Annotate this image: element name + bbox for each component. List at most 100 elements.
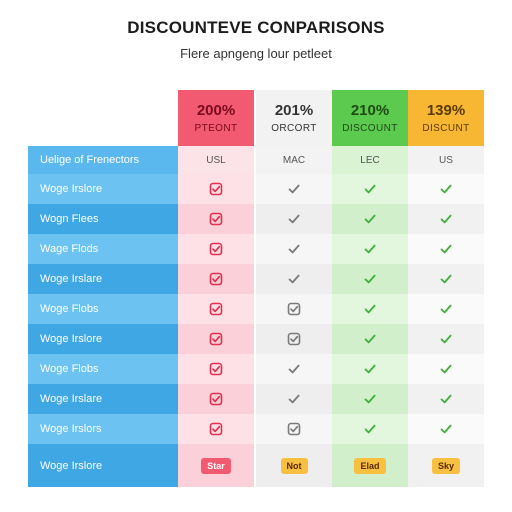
plan-cell — [256, 264, 332, 294]
check-icon — [440, 334, 452, 344]
check-icon — [440, 184, 452, 194]
plan-cell — [178, 294, 254, 324]
plan-cell — [408, 264, 484, 294]
check-icon — [288, 214, 300, 224]
plan-cell: Sky — [408, 444, 484, 487]
plan-subheader: MAC — [256, 146, 332, 174]
feature-header: Uelige of Frenectors — [28, 146, 178, 174]
check-icon — [288, 184, 300, 194]
check-icon — [364, 214, 376, 224]
feature-row-label: Woge Flobs — [28, 354, 178, 384]
plan-cell: Elad — [332, 444, 408, 487]
plan-column: 210% DISCOUNT LEC Elad — [332, 90, 408, 487]
plan-cell — [178, 324, 254, 354]
plan-column: 139% DISCUNT US Sky — [408, 90, 484, 487]
check-icon — [440, 274, 452, 284]
plan-cell — [256, 234, 332, 264]
plan-cell — [256, 354, 332, 384]
plan-header: 210% DISCOUNT — [332, 90, 408, 146]
plan-cell — [332, 174, 408, 204]
plan-label: PTEONT — [194, 123, 238, 134]
check-icon — [288, 394, 300, 404]
feature-row-label: Woge Flobs — [28, 294, 178, 324]
plan-cell — [178, 174, 254, 204]
plan-cell — [408, 294, 484, 324]
plan-cell — [332, 234, 408, 264]
plan-label: DISCOUNT — [342, 123, 398, 134]
checkbox-check-icon — [209, 242, 223, 256]
plan-cell — [332, 264, 408, 294]
plan-cell — [332, 204, 408, 234]
plan-pill[interactable]: Elad — [354, 457, 386, 474]
plan-cell — [408, 324, 484, 354]
feature-row-label: Woge Irslore — [28, 444, 178, 487]
check-icon — [364, 274, 376, 284]
check-icon — [440, 214, 452, 224]
plan-cell: Not — [256, 444, 332, 487]
plan-cell — [256, 204, 332, 234]
checkbox-check-icon — [209, 212, 223, 226]
check-icon — [440, 424, 452, 434]
plan-cell — [408, 234, 484, 264]
checkbox-check-icon — [287, 422, 301, 436]
feature-row-label: Wage Flods — [28, 234, 178, 264]
plan-pill[interactable]: Sky — [431, 457, 460, 474]
check-icon — [364, 364, 376, 374]
plan-subheader: LEC — [332, 146, 408, 174]
plan-cell — [256, 324, 332, 354]
feature-column: Uelige of Frenectors Woge Irslore Wogn F… — [28, 90, 178, 487]
plan-label: ORCORT — [271, 123, 317, 134]
plan-cell — [332, 324, 408, 354]
feature-header-label: Uelige of Frenectors — [40, 154, 140, 166]
plan-column: 200% PTEONT USL Star — [178, 90, 254, 487]
feature-row-label: Woge Irslore — [28, 324, 178, 354]
checkbox-check-icon — [209, 392, 223, 406]
page-subtitle: Flere apngeng lour petleet — [180, 46, 332, 61]
plan-label: DISCUNT — [422, 123, 470, 134]
plan-pill[interactable]: Star — [201, 457, 231, 474]
checkbox-check-icon — [209, 272, 223, 286]
plan-cell — [332, 294, 408, 324]
plan-cell — [332, 414, 408, 444]
plan-column: 201% ORCORT MAC Not — [256, 90, 332, 487]
plan-pill[interactable]: Not — [280, 457, 308, 474]
checkbox-check-icon — [209, 332, 223, 346]
check-icon — [364, 184, 376, 194]
plan-cell — [178, 354, 254, 384]
comparison-table: Uelige of Frenectors Woge Irslore Wogn F… — [28, 90, 484, 487]
check-icon — [364, 394, 376, 404]
check-icon — [440, 364, 452, 374]
check-icon — [440, 244, 452, 254]
plan-subheader: USL — [178, 146, 254, 174]
page-title: DISCOUNTEVE CONPARISONS — [127, 18, 385, 37]
checkbox-check-icon — [287, 302, 301, 316]
plan-cell — [178, 414, 254, 444]
plan-cell — [256, 174, 332, 204]
feature-row-label: Wogn Flees — [28, 204, 178, 234]
check-icon — [364, 244, 376, 254]
plan-percent: 200% — [196, 102, 236, 119]
check-icon — [364, 304, 376, 314]
plan-cell — [408, 384, 484, 414]
plan-cell — [256, 294, 332, 324]
plan-cell — [256, 414, 332, 444]
feature-row-label: Woge Irslare — [28, 384, 178, 414]
check-icon — [440, 304, 452, 314]
plan-percent: 201% — [274, 102, 314, 119]
plan-header: 139% DISCUNT — [408, 90, 484, 146]
checkbox-check-icon — [209, 302, 223, 316]
check-icon — [364, 424, 376, 434]
check-icon — [288, 244, 300, 254]
checkbox-check-icon — [209, 182, 223, 196]
plan-header: 200% PTEONT — [178, 90, 254, 146]
plan-cell — [408, 204, 484, 234]
plan-cell — [408, 354, 484, 384]
feature-row-label: Woge Irslore — [28, 174, 178, 204]
feature-row-label: Woge Irslors — [28, 414, 178, 444]
check-icon — [440, 394, 452, 404]
plan-cell — [178, 204, 254, 234]
plan-percent: 139% — [426, 102, 466, 119]
plan-cell: Star — [178, 444, 254, 487]
checkbox-check-icon — [209, 362, 223, 376]
plan-cell — [178, 264, 254, 294]
